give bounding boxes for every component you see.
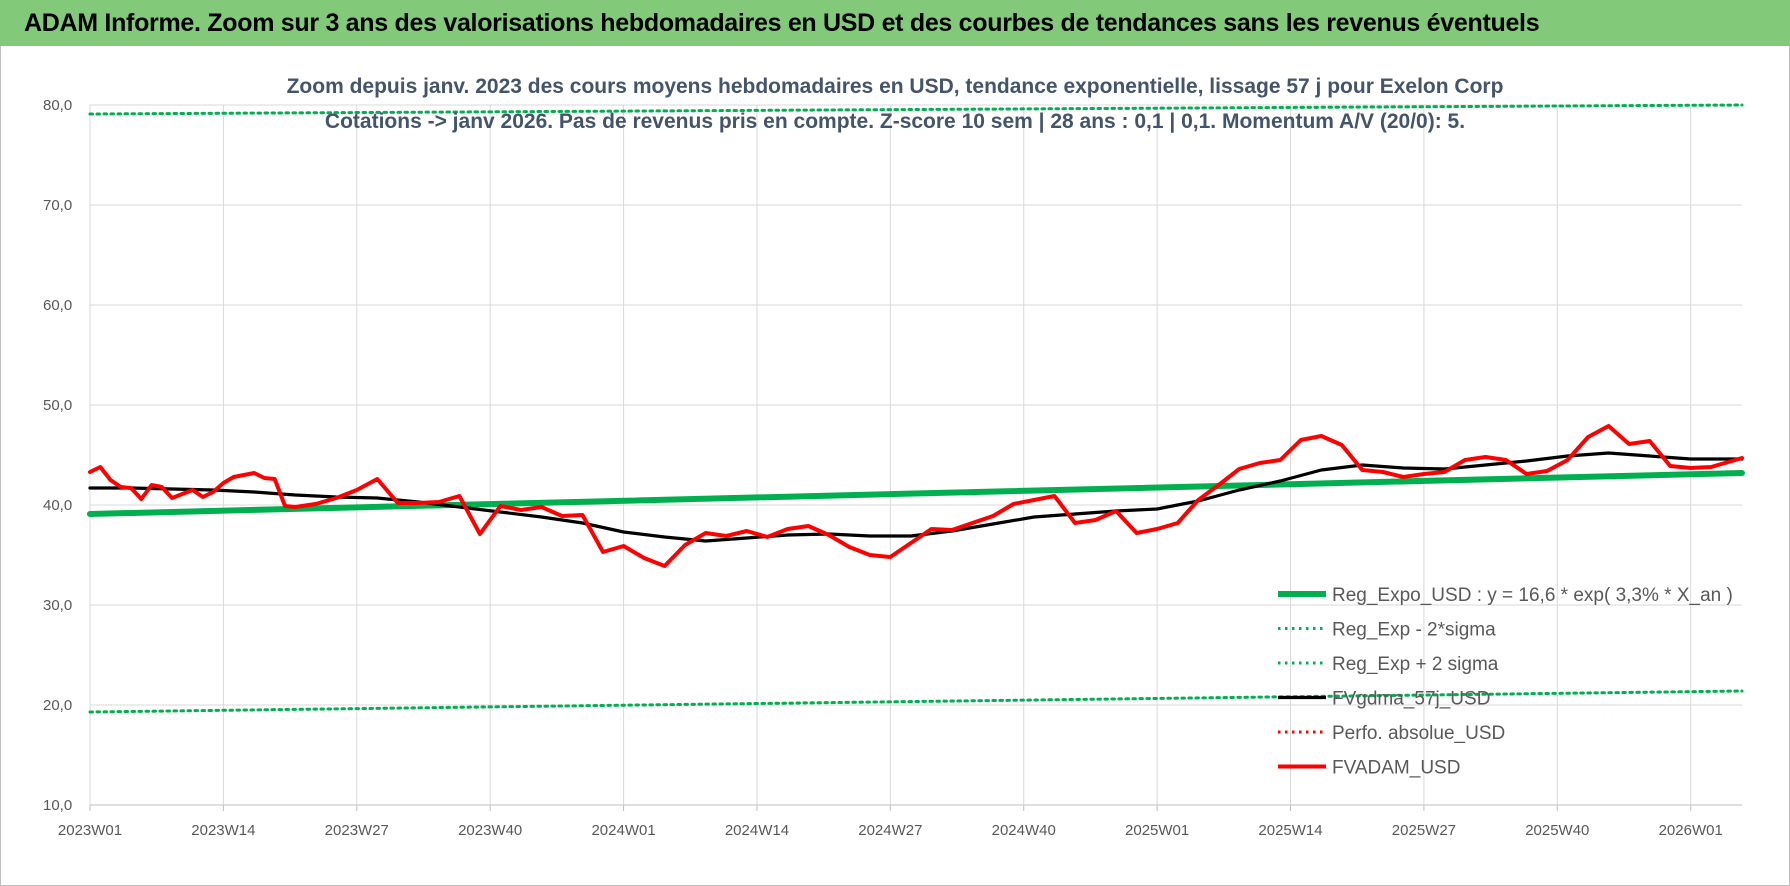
x-tick-label: 2025W40 [1525, 822, 1589, 839]
x-tick-label: 2023W01 [58, 822, 122, 839]
series-lines [87, 103, 1745, 714]
x-tick-label: 2025W27 [1392, 822, 1456, 839]
x-tick-label: 2023W14 [191, 822, 255, 839]
series-line-2 [88, 103, 1744, 116]
x-tick-label: 2023W27 [325, 822, 389, 839]
report-banner-title: ADAM Informe. Zoom sur 3 ans des valoris… [0, 0, 1790, 46]
y-tick-label: 50,0 [43, 397, 72, 414]
x-tick-label: 2026W01 [1659, 822, 1723, 839]
x-tick-label: 2024W27 [858, 822, 922, 839]
x-tick-label: 2024W01 [591, 822, 655, 839]
chart-title-line-2: Cotations -> janv 2026. Pas de revenus p… [325, 110, 1465, 133]
legend-label: Reg_Exp + 2 sigma [1332, 654, 1499, 675]
x-tick-label: 2025W01 [1125, 822, 1189, 839]
legend-label: Reg_Expo_USD : y = 16,6 * exp( 3,3% * X_… [1332, 585, 1733, 606]
y-tick-label: 60,0 [43, 297, 72, 314]
y-tick-label: 70,0 [43, 197, 72, 214]
chart-title: Zoom depuis janv. 2023 des cours moyens … [287, 75, 1504, 133]
series-line-0 [87, 470, 1745, 517]
x-tick-label: 2023W40 [458, 822, 522, 839]
y-tick-label: 20,0 [43, 697, 72, 714]
x-axis-ticks: 2023W01 2023W14 2023W27 2023W40 2024W01 2024W… [58, 822, 1723, 839]
legend-label: FVADAM_USD [1332, 758, 1460, 779]
y-tick-label: 10,0 [43, 797, 72, 814]
y-axis-ticks: 10,0 20,0 30,0 40,0 50,0 60,0 70,0 80,0 [43, 97, 72, 814]
legend-label: Reg_Exp - 2*sigma [1332, 620, 1496, 641]
y-tick-label: 80,0 [43, 97, 72, 114]
chart-title-line-1: Zoom depuis janv. 2023 des cours moyens … [287, 75, 1504, 98]
series-line-1 [88, 689, 1744, 714]
x-tick-label: 2024W14 [725, 822, 789, 839]
series-line-3 [88, 451, 1744, 543]
legend: Reg_Expo_USD : y = 16,6 * exp( 3,3% * X_… [1278, 585, 1733, 779]
legend-label: FVgdma_57j_USD [1332, 689, 1490, 710]
y-tick-label: 30,0 [43, 597, 72, 614]
legend-label: Perfo. absolue_USD [1332, 723, 1505, 744]
y-tick-label: 40,0 [43, 497, 72, 514]
x-tick-label: 2025W14 [1258, 822, 1322, 839]
series-line-5 [88, 424, 1744, 568]
x-tick-label: 2024W40 [992, 822, 1056, 839]
